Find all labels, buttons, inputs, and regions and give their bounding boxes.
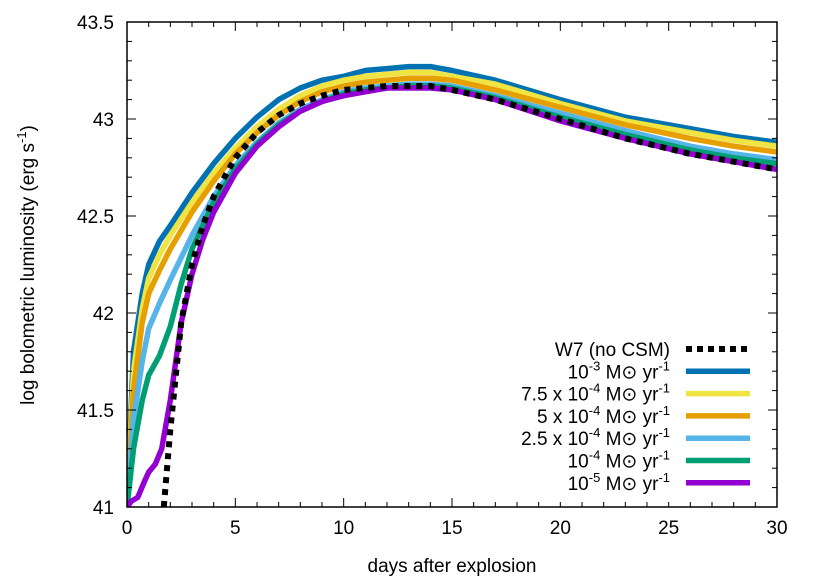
- x-tick-label: 30: [766, 518, 787, 539]
- series-line: [127, 63, 777, 507]
- x-tick-label: 10: [333, 518, 354, 539]
- y-tick-label: 43.5: [77, 13, 114, 34]
- y-tick-label: 42: [93, 304, 114, 325]
- legend-label: 10-3 M⊙ yr-1: [568, 358, 670, 383]
- x-tick-label: 15: [441, 518, 462, 539]
- y-tick-label: 42.5: [77, 207, 114, 228]
- x-tick-label: 0: [122, 518, 133, 539]
- series-line: [160, 83, 777, 507]
- legend-label: W7 (no CSM): [555, 340, 670, 361]
- y-tick-label: 41.5: [77, 401, 114, 422]
- x-tick-label: 5: [230, 518, 241, 539]
- legend: W7 (no CSM)10-3 M⊙ yr-17.5 x 10-4 M⊙ yr-…: [470, 336, 766, 502]
- series-line: [127, 75, 777, 507]
- y-axis-label: log bolometric luminosity (erg s-1): [14, 125, 39, 405]
- legend-label: 10-5 M⊙ yr-1: [568, 470, 670, 495]
- x-tick-label: 25: [658, 518, 679, 539]
- x-axis-label: days after explosion: [368, 556, 537, 577]
- legend-label: 10-4 M⊙ yr-1: [568, 448, 670, 473]
- legend-label: 7.5 x 10-4 M⊙ yr-1: [521, 381, 670, 406]
- chart-curves: [127, 63, 777, 507]
- series-line: [127, 69, 777, 507]
- y-tick-label: 41: [93, 498, 114, 519]
- x-tick-label: 20: [550, 518, 571, 539]
- series-line: [127, 85, 777, 507]
- legend-label: 5 x 10-4 M⊙ yr-1: [537, 403, 670, 428]
- legend-label: 2.5 x 10-4 M⊙ yr-1: [521, 425, 670, 450]
- y-tick-label: 43: [93, 110, 114, 131]
- axis-ticks: 0 5 10 15 20 25 30 41 41.5 42 42.5 43 43.5: [77, 13, 788, 539]
